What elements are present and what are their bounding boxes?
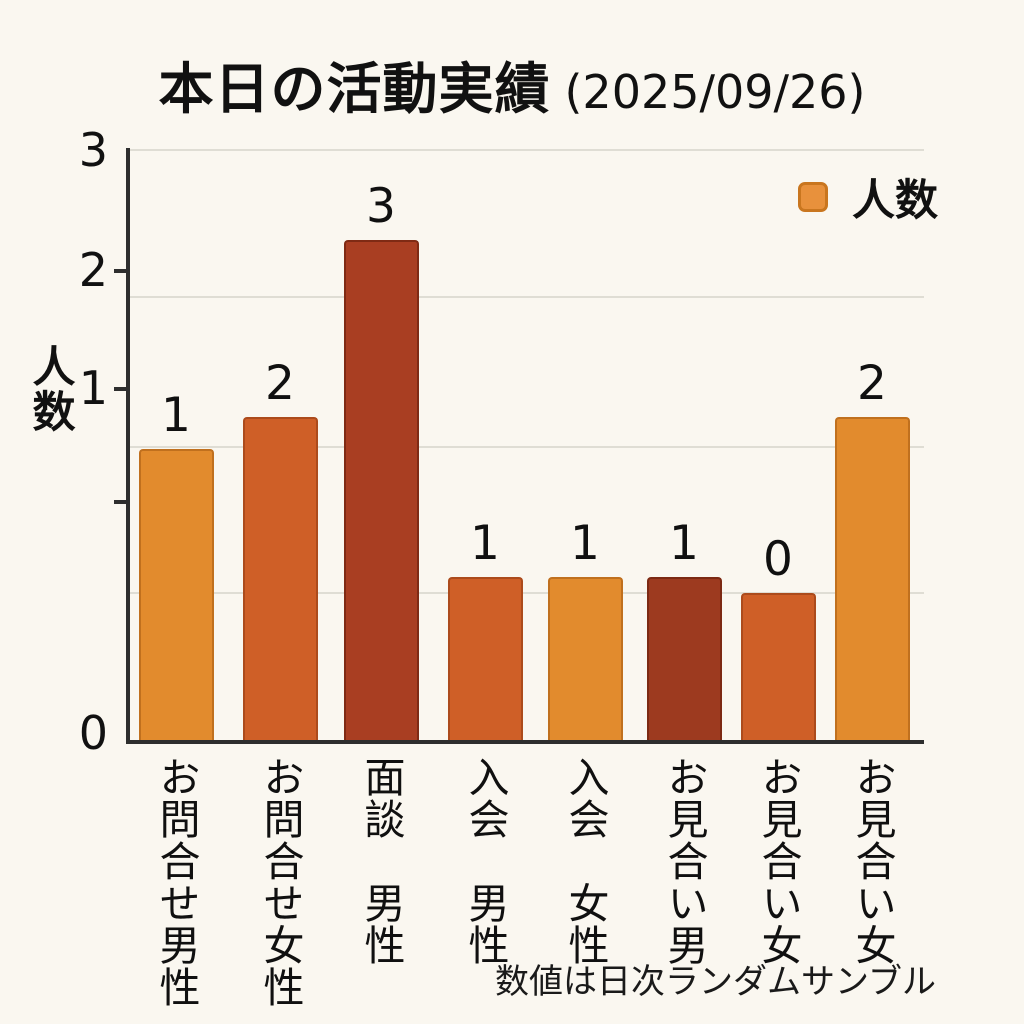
x-axis-line [126, 740, 924, 744]
bar-value-label: 0 [763, 532, 793, 587]
y-tick-label: 0 [78, 706, 108, 760]
x-axis-label: 入会 女性 [561, 756, 609, 966]
bar-value-label: 3 [366, 179, 396, 234]
gridline [130, 592, 924, 594]
footnote: 数値は日次ランダムサンブル [495, 962, 936, 1002]
bar-value-label: 1 [161, 388, 191, 443]
y-tick-mark [114, 269, 126, 273]
bar-value-label: 2 [265, 356, 295, 411]
bar-4 [447, 577, 523, 740]
bar-value-label: 1 [669, 516, 699, 571]
bar-7 [740, 593, 816, 740]
x-axis-label: 面談 男性 [357, 756, 405, 966]
y-axis-title: 人数 [25, 344, 75, 434]
bar-value-label: 1 [570, 516, 600, 571]
chart-title-main: 本日の活動実績 [158, 57, 551, 121]
bar-2 [242, 417, 318, 740]
bar-value-label: 2 [857, 356, 887, 411]
gridline [130, 296, 924, 298]
x-axis-label: 入会 男性 [461, 756, 509, 966]
bar-8 [834, 417, 910, 740]
y-tick-label: 3 [78, 123, 108, 177]
legend-label: 人数 [852, 176, 938, 226]
legend: 人数 [798, 166, 938, 228]
chart-title-date: (2025/09/26) [564, 65, 866, 119]
y-tick-label: 1 [78, 361, 108, 415]
y-tick-mark [114, 500, 126, 504]
x-axis-label: お見合い女 [754, 756, 802, 966]
legend-swatch [798, 182, 828, 212]
x-axis-label: お問合せ男性 [152, 756, 200, 1008]
y-tick-mark [114, 387, 126, 391]
x-axis-label: お見合い男 [660, 756, 708, 966]
bar-3 [343, 240, 419, 740]
bar-1 [138, 449, 214, 740]
bar-value-label: 1 [470, 516, 500, 571]
x-axis-label: お見合い女 [848, 756, 896, 966]
bar-6 [646, 577, 722, 740]
y-tick-label: 2 [78, 243, 108, 297]
y-axis-line [126, 148, 130, 744]
gridline [130, 446, 924, 448]
chart-title: 本日の活動実績 (2025/09/26) [0, 44, 1024, 124]
x-axis-label: お問合せ女性 [256, 756, 304, 1008]
gridline [130, 149, 924, 151]
bar-5 [547, 577, 623, 740]
